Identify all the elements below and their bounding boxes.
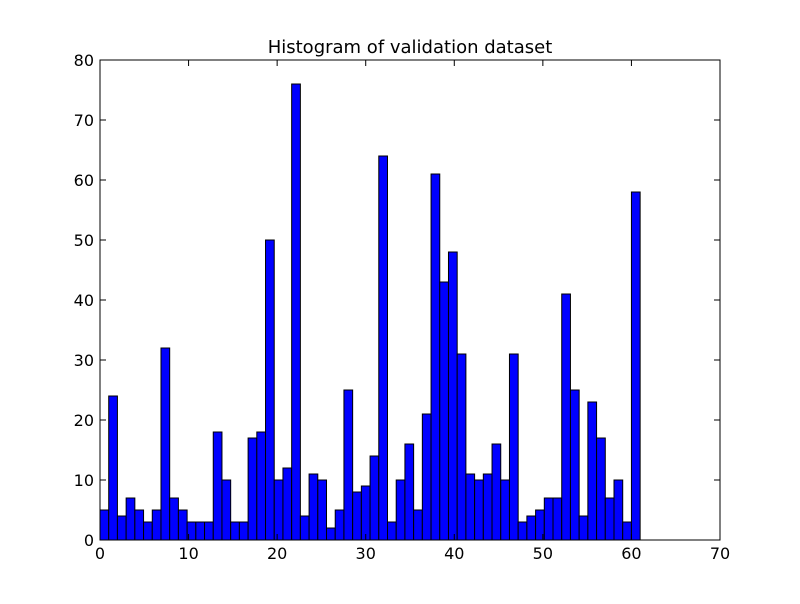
- y-tick-label: 80: [74, 51, 94, 70]
- histogram-bar: [212, 431, 223, 541]
- x-tick-label: 60: [621, 544, 641, 563]
- histogram-bar: [265, 239, 275, 541]
- histogram-bar: [378, 155, 388, 541]
- histogram-bar: [543, 497, 554, 541]
- histogram-bar: [299, 515, 310, 541]
- x-tick-label: 40: [444, 544, 464, 563]
- histogram-bar: [143, 521, 153, 541]
- histogram-bar: [604, 497, 615, 541]
- y-tick-label: 0: [84, 531, 94, 550]
- histogram-bar: [578, 515, 589, 541]
- histogram-bar: [421, 413, 432, 541]
- histogram-bar: [230, 521, 240, 541]
- x-tick-label: 50: [533, 544, 553, 563]
- plot-frame: [99, 59, 721, 541]
- histogram-bar: [500, 479, 510, 541]
- y-tick-label: 10: [74, 471, 94, 490]
- histogram-bar: [596, 437, 606, 541]
- y-tick-label: 30: [74, 351, 94, 370]
- histogram-bar: [587, 401, 598, 541]
- histogram-bar: [238, 521, 249, 541]
- histogram-bar: [343, 389, 354, 541]
- histogram-bar: [334, 509, 345, 541]
- histogram-bar: [517, 521, 528, 541]
- x-tick-label: 20: [267, 544, 287, 563]
- chart-title: Histogram of validation dataset: [268, 37, 553, 58]
- histogram-bar: [160, 347, 171, 541]
- histogram-bar: [508, 353, 519, 541]
- histogram-bar: [439, 281, 449, 541]
- histogram-bar: [465, 473, 476, 541]
- y-tick-label: 20: [74, 411, 94, 430]
- x-tick-label: 10: [178, 544, 198, 563]
- histogram-bar: [308, 473, 319, 541]
- histogram-bar: [360, 485, 371, 541]
- histogram-bar: [291, 83, 301, 541]
- histogram-bar: [561, 293, 571, 541]
- x-tick-label: 30: [356, 544, 376, 563]
- histogram-bar: [125, 497, 136, 541]
- bars-group: [99, 83, 641, 541]
- y-tick-label: 70: [74, 111, 94, 130]
- histogram-bar: [430, 173, 441, 541]
- histogram-bar: [352, 491, 362, 541]
- histogram-bar: [386, 521, 397, 541]
- histogram-bar: [630, 191, 641, 541]
- histogram-bar: [395, 479, 406, 541]
- y-tick-label: 50: [74, 231, 94, 250]
- histogram-bar: [247, 437, 258, 541]
- histogram-bar: [195, 521, 206, 541]
- histogram-bar: [116, 515, 127, 541]
- ticks-group: 0 10 20 30 40 50 60 70 0 10 20 30 40 50 60 70 80: [74, 51, 731, 563]
- histogram-bar: [404, 443, 415, 541]
- x-tick-label: 0: [95, 544, 105, 563]
- histogram-bar: [169, 497, 179, 541]
- histogram-bar: [613, 479, 624, 541]
- histogram-bar: [99, 509, 110, 541]
- histogram-bar: [447, 251, 458, 541]
- histogram-bar: [369, 455, 380, 541]
- histogram-bar: [204, 521, 214, 541]
- histogram-bar: [177, 509, 188, 541]
- histogram-bar: [282, 467, 293, 541]
- histogram-bar: [221, 479, 232, 541]
- x-tick-label: 70: [710, 544, 730, 563]
- histogram-bar: [569, 389, 580, 541]
- histogram-bar: [326, 527, 336, 541]
- y-tick-label: 60: [74, 171, 94, 190]
- histogram-bar: [134, 509, 145, 541]
- histogram-bar: [108, 395, 118, 541]
- histogram-bar: [622, 521, 632, 541]
- histogram-bar: [526, 515, 537, 541]
- histogram-bar: [482, 473, 493, 541]
- histogram-bar: [256, 431, 267, 541]
- y-tick-label: 40: [74, 291, 94, 310]
- histogram-bar: [474, 479, 484, 541]
- histogram-bar: [273, 479, 284, 541]
- histogram-bar: [491, 443, 502, 541]
- histogram-bar: [317, 479, 328, 541]
- histogram-bar: [552, 497, 563, 541]
- histogram-bar: [413, 509, 423, 541]
- histogram-bar: [456, 353, 467, 541]
- histogram-bar: [151, 509, 162, 541]
